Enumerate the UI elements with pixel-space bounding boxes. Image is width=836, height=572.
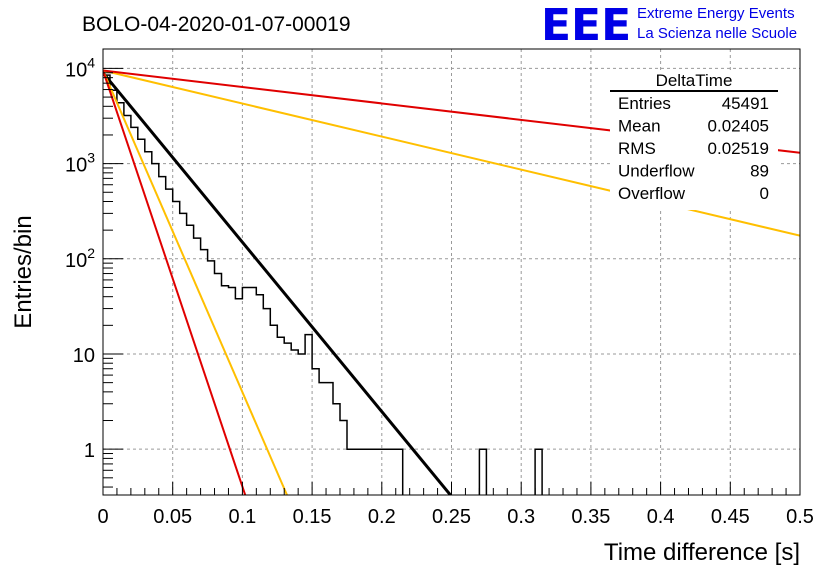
- stats-row-label: Overflow: [618, 184, 686, 203]
- x-tick-labels: 0 0.05 0.1 0.15 0.2 0.25 0.3 0.35 0.4 0.45 0.5: [97, 506, 813, 528]
- stats-row-label: Mean: [618, 117, 661, 136]
- y-tick-label: 104: [65, 54, 95, 81]
- y-tick-label-exponent: 3: [87, 150, 95, 166]
- eee-logo-line-1: Extreme Energy Events: [637, 5, 795, 22]
- x-tick-label: 0.35: [571, 506, 610, 528]
- eee-logo-mark: EEE: [541, 0, 631, 51]
- stats-row-value: 0: [760, 184, 769, 203]
- chart-title: BOLO-04-2020-01-07-00019: [82, 13, 351, 36]
- x-tick-label: 0.5: [786, 506, 814, 528]
- eee-logo-line-2: La Scienza nelle Scuole: [637, 25, 797, 42]
- y-tick-label: 10: [73, 345, 95, 367]
- x-tick-label: 0.45: [711, 506, 750, 528]
- y-tick-label: 103: [65, 150, 95, 177]
- y-tick-label-base: 10: [65, 250, 87, 272]
- y-axis-title: Entries/bin: [10, 215, 37, 328]
- fit-line-3: [103, 70, 288, 495]
- x-tick-label: 0.25: [432, 506, 471, 528]
- stats-box: DeltaTime Entries 45491 Mean 0.02405 RMS 0.02…: [610, 70, 778, 210]
- stats-row-value: 0.02405: [708, 117, 769, 136]
- stats-row-label: RMS: [618, 139, 656, 158]
- stats-box-background: [610, 70, 778, 210]
- x-tick-label: 0.3: [507, 506, 535, 528]
- x-tick-label: 0: [97, 506, 108, 528]
- y-tick-label-base: 1: [84, 440, 95, 462]
- fit-line-4: [103, 70, 247, 495]
- stats-row-value: 45491: [722, 94, 769, 113]
- histogram-layer: [103, 74, 543, 495]
- stats-row-value: 0.02519: [708, 139, 769, 158]
- axis-ticks: [102, 67, 801, 495]
- x-tick-label: 0.4: [647, 506, 675, 528]
- x-tick-label: 0.2: [368, 506, 396, 528]
- x-tick-label: 0.05: [153, 506, 192, 528]
- y-tick-label: 102: [65, 245, 95, 272]
- stats-row-value: 89: [750, 162, 769, 181]
- y-tick-label-base: 10: [65, 59, 87, 81]
- y-tick-label-base: 10: [73, 345, 95, 367]
- x-axis-title: Time difference [s]: [604, 539, 800, 566]
- stats-row-label: Underflow: [618, 162, 695, 181]
- eee-logo: EEE Extreme Energy Events La Scienza nel…: [541, 0, 797, 51]
- stats-row-label: Entries: [618, 94, 671, 113]
- y-tick-label-exponent: 4: [87, 54, 95, 70]
- stats-rows: Entries 45491 Mean 0.02405 RMS 0.02519 Underfl…: [618, 94, 769, 203]
- stats-box-title: DeltaTime: [656, 71, 733, 90]
- y-tick-label-exponent: 2: [87, 245, 95, 261]
- y-tick-label: 1: [84, 440, 95, 462]
- fit-line-0: [103, 71, 453, 495]
- x-tick-label: 0.15: [293, 506, 332, 528]
- x-tick-label: 0.1: [228, 506, 256, 528]
- y-tick-label-base: 10: [65, 155, 87, 177]
- histogram-outline: [103, 74, 543, 495]
